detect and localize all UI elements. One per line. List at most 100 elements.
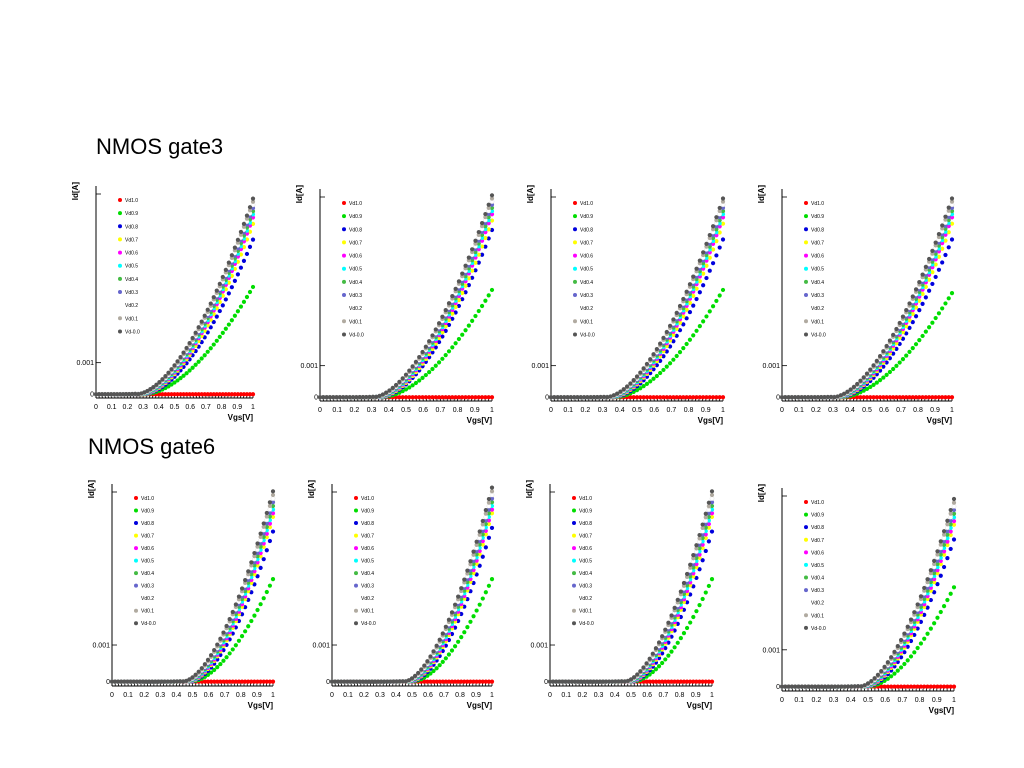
data-point — [440, 395, 445, 400]
legend-marker — [573, 240, 577, 245]
data-point — [175, 359, 180, 364]
data-point — [384, 390, 389, 395]
data-point — [943, 238, 948, 243]
y-tick-label: 0.001 — [92, 643, 110, 650]
data-point — [681, 580, 687, 586]
data-point — [894, 326, 899, 332]
x-tick-label: 0.4 — [846, 697, 856, 704]
data-point — [380, 392, 385, 397]
legend-label: Vd0.8 — [349, 227, 362, 233]
x-tick-label: 0.6 — [204, 692, 214, 699]
data-point — [691, 562, 696, 567]
data-point — [941, 684, 947, 689]
legend-marker — [342, 253, 346, 258]
data-point — [786, 395, 791, 400]
data-point — [184, 345, 189, 351]
y-tick-label: 0.001 — [762, 363, 780, 370]
data-point — [949, 196, 955, 201]
data-point — [202, 662, 207, 667]
data-point — [480, 679, 485, 684]
data-point — [700, 545, 705, 551]
data-point — [440, 631, 445, 636]
data-point — [232, 313, 237, 318]
data-point — [684, 574, 690, 579]
data-point — [565, 395, 570, 400]
legend-label: Vd0.6 — [349, 254, 362, 260]
legend-marker — [804, 279, 808, 284]
data-point — [456, 336, 462, 342]
data-point — [211, 342, 216, 347]
data-point — [122, 679, 127, 684]
data-point — [654, 395, 659, 400]
data-point — [480, 539, 485, 544]
data-point — [927, 395, 932, 400]
data-point — [205, 657, 211, 663]
data-point — [449, 679, 455, 684]
data-point — [940, 238, 945, 243]
data-point — [915, 645, 920, 651]
data-point — [214, 306, 219, 311]
data-point — [436, 336, 442, 341]
data-point — [891, 351, 896, 356]
legend-label: Vd0.4 — [361, 571, 374, 577]
data-point — [255, 544, 260, 549]
data-point — [190, 365, 195, 370]
data-point — [477, 552, 482, 557]
data-point — [480, 532, 485, 537]
data-point — [917, 279, 922, 285]
data-point — [483, 590, 488, 595]
data-point — [239, 634, 245, 639]
data-point — [783, 395, 788, 400]
data-point — [641, 665, 646, 670]
legend-label: Vd0.8 — [579, 521, 592, 527]
series-Vd0.7 — [548, 221, 726, 400]
series-Vd0.4 — [548, 208, 726, 400]
data-point — [470, 268, 475, 273]
data-point — [178, 679, 183, 684]
data-point — [425, 659, 430, 664]
data-point — [241, 299, 247, 304]
series-Vd0.3 — [317, 202, 495, 400]
data-point — [430, 366, 435, 372]
data-point — [483, 227, 488, 232]
legend-label: Vd0.5 — [579, 559, 592, 565]
data-point — [489, 489, 495, 494]
y-tick-label: 0 — [544, 679, 548, 686]
data-point — [480, 518, 485, 524]
data-point — [720, 237, 726, 242]
data-point — [858, 378, 863, 383]
data-point — [638, 370, 643, 375]
series-Vd-0.0 — [548, 196, 726, 400]
data-point — [868, 367, 873, 372]
data-point — [351, 679, 356, 684]
data-point — [247, 208, 253, 213]
x-tick-label: 0.2 — [123, 404, 133, 411]
legend-label: Vd1.0 — [580, 201, 593, 207]
x-tick-label: 1 — [952, 697, 956, 704]
series-Vd0.4 — [317, 205, 495, 400]
x-tick-label: 0 — [548, 692, 552, 699]
data-point — [249, 580, 254, 585]
data-point — [419, 667, 424, 672]
data-point — [946, 296, 951, 301]
data-point — [474, 552, 479, 557]
data-point — [214, 392, 219, 397]
data-point — [215, 679, 220, 684]
legend-label: Vd-0.0 — [125, 329, 140, 335]
data-point — [220, 274, 225, 280]
legend-marker — [134, 546, 138, 551]
data-point — [397, 379, 402, 384]
data-point — [489, 212, 495, 217]
data-point — [709, 529, 715, 534]
data-point — [270, 500, 276, 505]
data-point — [704, 395, 709, 400]
data-point — [897, 360, 902, 365]
data-point — [825, 394, 830, 400]
data-point — [232, 278, 237, 283]
data-point — [930, 248, 935, 253]
legend-marker — [804, 266, 808, 271]
data-point — [907, 301, 912, 306]
data-point — [694, 562, 699, 567]
data-point — [923, 264, 928, 269]
data-point — [440, 679, 445, 684]
